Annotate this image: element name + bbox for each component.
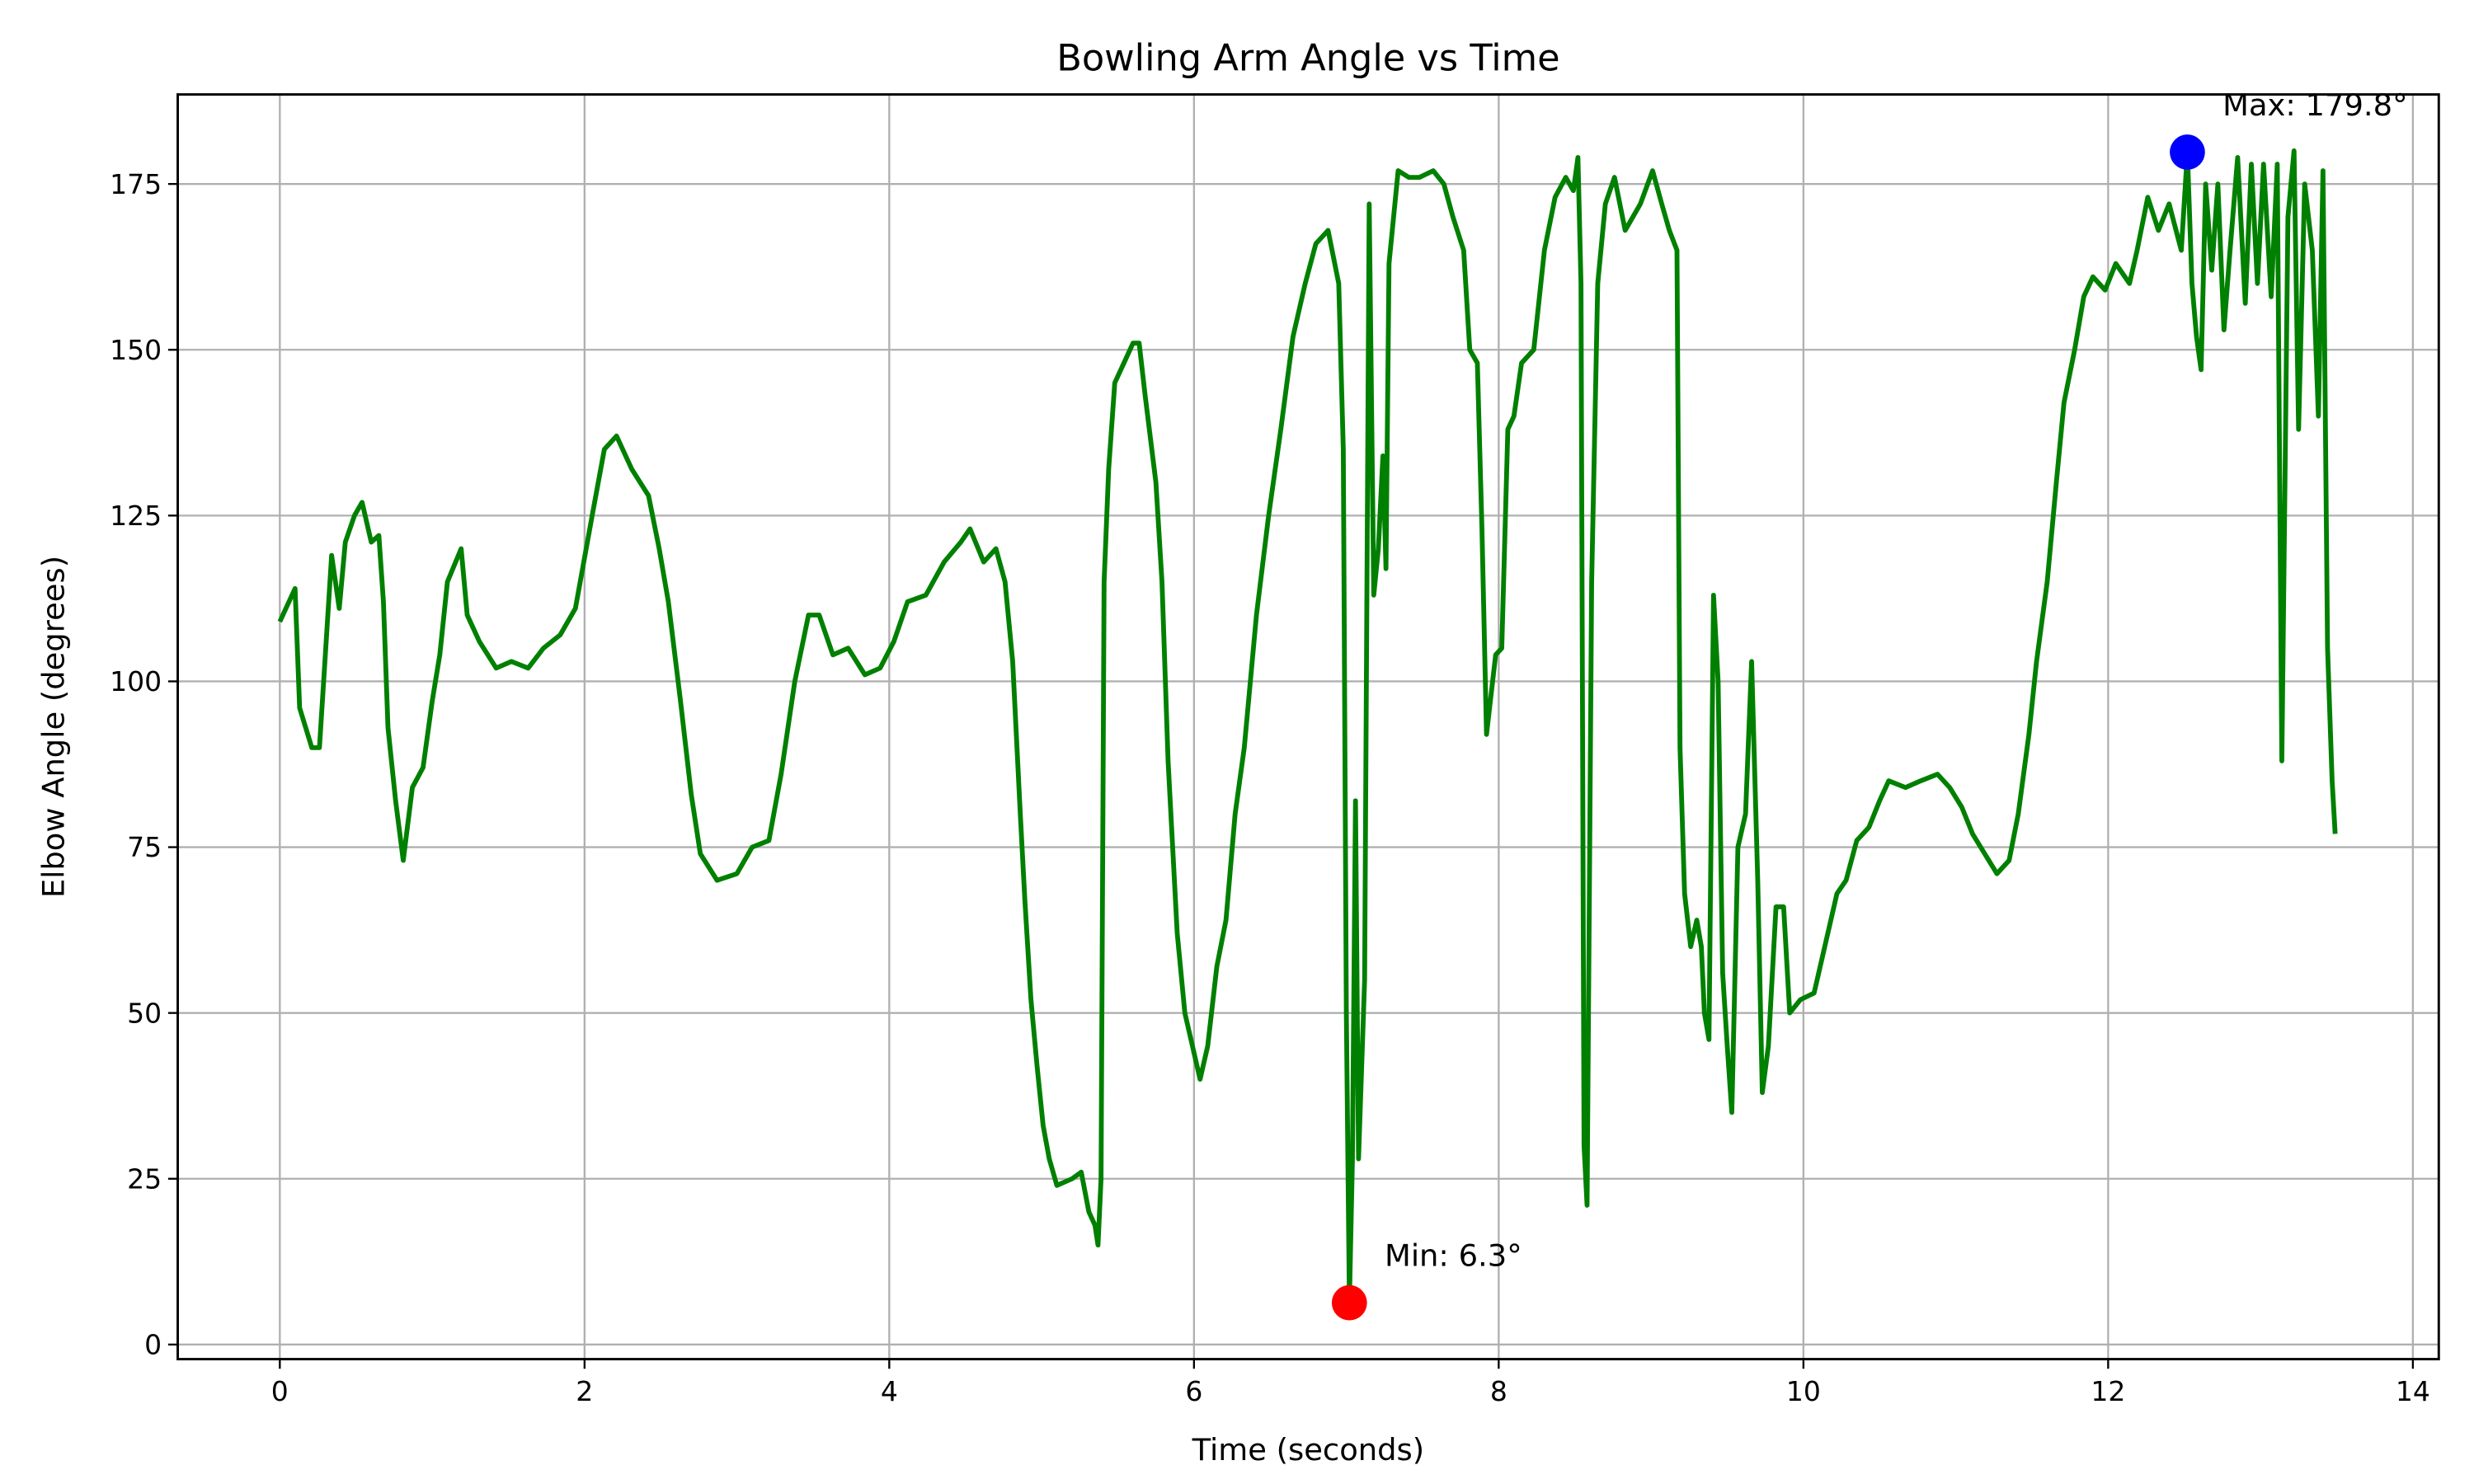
x-tick-label: 0	[271, 1375, 289, 1407]
extreme-marker	[1331, 1284, 1367, 1321]
x-axis-label: Time (seconds)	[1192, 1432, 1424, 1468]
y-tick-label: 175	[110, 168, 162, 200]
x-tick-label: 6	[1185, 1375, 1202, 1407]
x-tick-label: 14	[2396, 1375, 2430, 1407]
y-tick-label: 25	[127, 1162, 162, 1195]
extreme-marker	[2170, 134, 2205, 170]
y-tick-label: 75	[127, 831, 162, 863]
x-tick-label: 12	[2091, 1375, 2125, 1407]
plot-frame	[176, 93, 2440, 1360]
y-tick-label: 0	[144, 1328, 162, 1360]
y-tick-label: 50	[127, 997, 162, 1029]
y-axis-label: Elbow Angle (degrees)	[36, 556, 72, 898]
y-tick-label: 150	[110, 334, 162, 366]
data-line	[277, 148, 2338, 1306]
chart-title: Bowling Arm Angle vs Time	[1056, 36, 1559, 79]
annotation: Min: 6.3°	[1385, 1238, 1522, 1274]
x-tick-label: 10	[1786, 1375, 1821, 1407]
x-tick-label: 4	[881, 1375, 898, 1407]
y-tick-label: 125	[110, 500, 162, 532]
x-tick-label: 8	[1490, 1375, 1507, 1407]
annotation: Max: 179.8°	[2222, 87, 2407, 123]
x-tick-label: 2	[576, 1375, 593, 1407]
y-tick-label: 100	[110, 665, 162, 697]
